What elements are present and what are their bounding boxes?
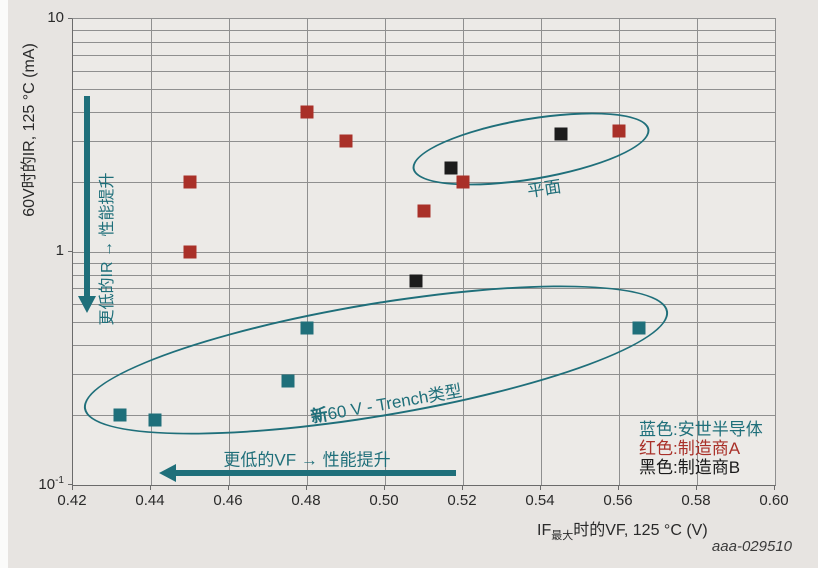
gridline-horizontal (73, 70, 775, 72)
y-tick-mark (68, 18, 72, 19)
data-point (300, 321, 314, 335)
gridline-horizontal (73, 181, 775, 183)
gridline-horizontal (73, 344, 775, 346)
y-tick-label: 10-1 (38, 475, 64, 493)
data-point (554, 127, 567, 141)
gridline-horizontal (73, 262, 775, 264)
data-point (183, 175, 197, 189)
y-tick-mark (68, 484, 72, 485)
x-tick-mark (696, 486, 697, 490)
x-tick-mark (150, 486, 151, 490)
legend-item-nexperia: 蓝色:安世半导体 (639, 420, 763, 439)
data-point (444, 161, 458, 175)
lower-vf-annotation-label: 更低的VF → 性能提升 (223, 450, 391, 470)
gridline-horizontal (73, 288, 775, 290)
data-point (632, 321, 645, 335)
x-tick-label: 0.46 (213, 492, 243, 509)
x-tick-mark (462, 486, 463, 490)
figure-id-watermark: aaa-029510 (711, 538, 792, 555)
data-point (113, 408, 127, 422)
gridline-horizontal (73, 414, 775, 416)
page-edge (0, 0, 8, 568)
lower-vf-arrow-shaft (176, 470, 456, 476)
gridline-horizontal (73, 29, 775, 31)
gridline-horizontal (73, 41, 775, 43)
legend-item-manufacturer-a: 红色:制造商A (639, 439, 741, 458)
data-point (339, 134, 353, 148)
x-axis-label-pre: IF (537, 522, 552, 539)
y-tick-mark (68, 251, 72, 252)
y-tick-label: 1 (55, 242, 64, 259)
gridline-horizontal (73, 373, 775, 375)
x-tick-label: 0.42 (57, 492, 87, 509)
x-axis-label-post: 时的VF, 125 °C (V) (573, 522, 708, 539)
x-tick-mark (72, 486, 73, 490)
data-point (417, 204, 431, 218)
trench-group-ellipse (74, 254, 678, 466)
gridline-horizontal (73, 111, 775, 113)
gridline-horizontal (73, 89, 775, 91)
data-point (409, 274, 423, 288)
x-tick-label: 0.60 (759, 492, 789, 509)
x-tick-mark (618, 486, 619, 490)
x-tick-mark (228, 486, 229, 490)
x-tick-mark (774, 486, 775, 490)
x-tick-label: 0.58 (681, 492, 711, 509)
lower-ir-arrow-shaft (84, 96, 90, 296)
data-point (456, 175, 470, 189)
gridline-horizontal (73, 274, 775, 276)
legend: 蓝色:安世半导体 红色:制造商A 黑色:制造商B (639, 420, 763, 477)
x-axis-label: IF最大时的VF, 125 °C (V) (537, 516, 708, 543)
x-tick-label: 0.54 (525, 492, 555, 509)
gridline-horizontal (73, 252, 775, 253)
x-tick-label: 0.44 (135, 492, 165, 509)
data-point (183, 245, 197, 259)
x-tick-label: 0.48 (291, 492, 321, 509)
y-tick-label: 10 (47, 9, 64, 26)
planar-annotation-label: 平面 (526, 176, 563, 202)
x-tick-label: 0.50 (369, 492, 399, 509)
legend-item-manufacturer-b: 黑色:制造商B (639, 458, 741, 477)
gridline-horizontal (73, 303, 775, 305)
y-axis-label: 60V时的IR, 125 °C (mA) (21, 43, 38, 217)
lower-ir-annotation-label: 更低的IR → 性能提升 (99, 172, 116, 326)
gridline-horizontal (73, 55, 775, 57)
x-tick-label: 0.56 (603, 492, 633, 509)
x-tick-mark (306, 486, 307, 490)
gridline-horizontal (73, 322, 775, 324)
data-point (281, 374, 294, 388)
x-axis-label-sub: 最大 (551, 530, 574, 543)
x-tick-mark (540, 486, 541, 490)
data-point (148, 413, 162, 427)
data-point (612, 124, 626, 138)
x-tick-label: 0.52 (447, 492, 477, 509)
lower-vf-arrow-head-icon (159, 464, 176, 482)
lower-ir-arrow-head-icon (78, 296, 96, 313)
gridline-horizontal (73, 140, 775, 142)
plot-area: 平面 新60 V - Trench类型 更低的IR → 性能提升 更低的VF →… (72, 18, 776, 486)
data-point (300, 105, 314, 119)
x-tick-mark (384, 486, 385, 490)
